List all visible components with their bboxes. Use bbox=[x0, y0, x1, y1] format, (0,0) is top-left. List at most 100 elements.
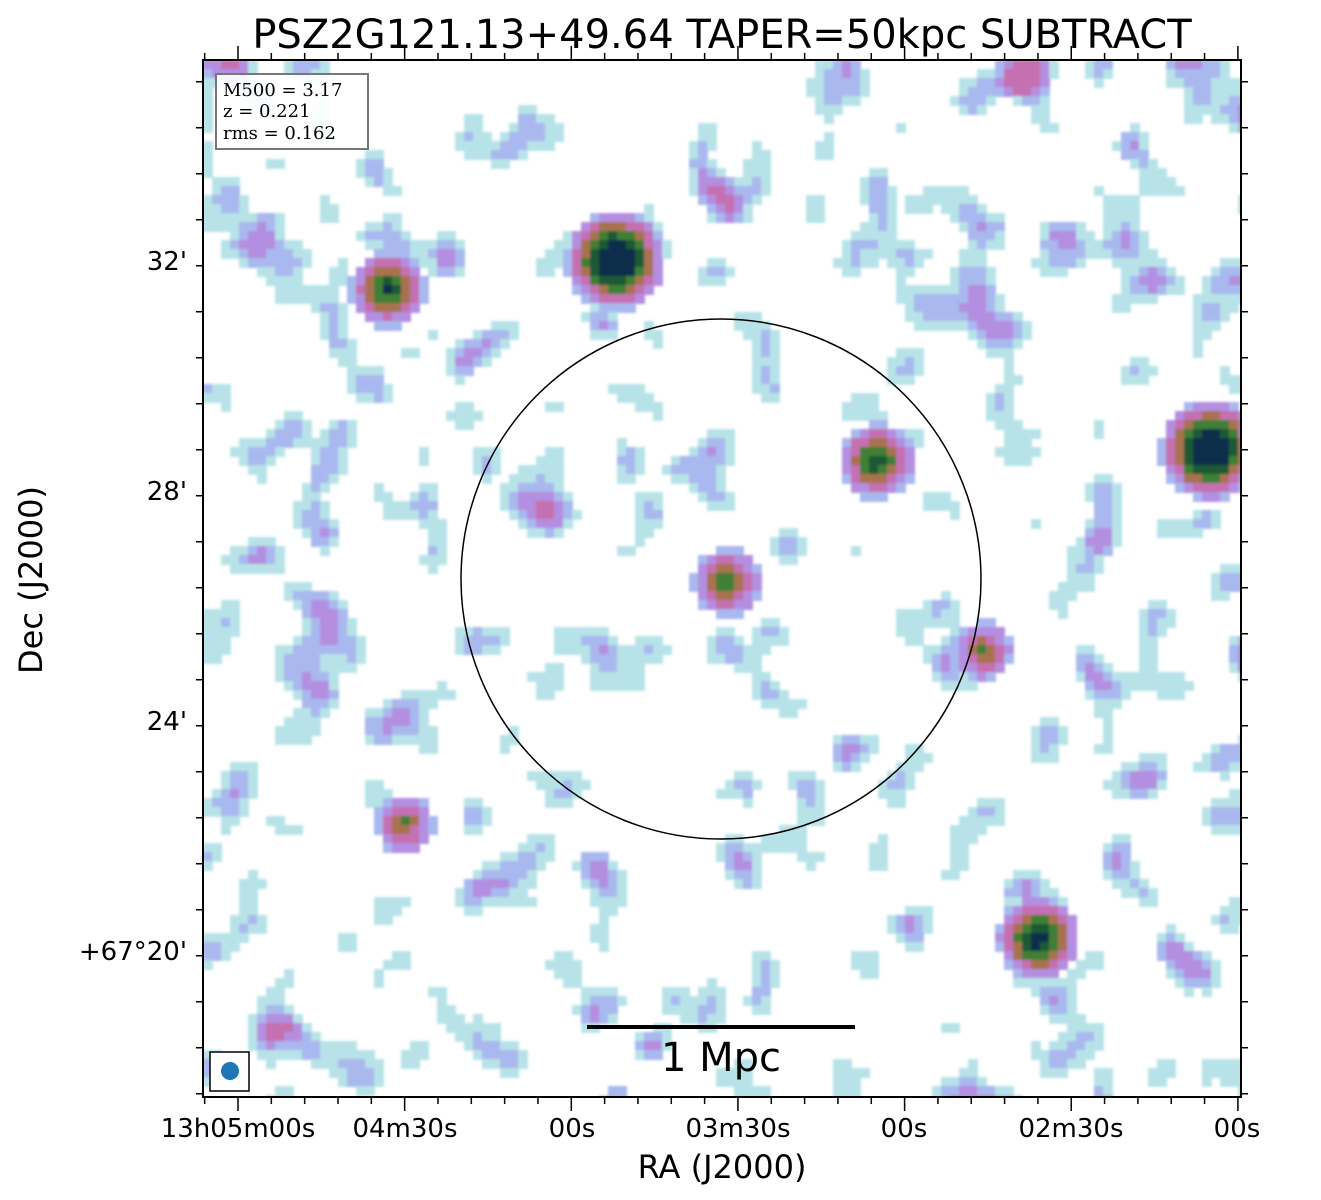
emission-pixel bbox=[986, 348, 996, 358]
emission-pixel bbox=[941, 204, 951, 214]
emission-pixel bbox=[833, 78, 843, 88]
emission-pixel bbox=[1085, 231, 1095, 241]
emission-pixel bbox=[203, 78, 213, 88]
emission-pixel bbox=[887, 438, 897, 448]
emission-pixel bbox=[1211, 78, 1221, 88]
emission-pixel bbox=[1058, 582, 1068, 592]
emission-pixel bbox=[509, 861, 519, 871]
emission-pixel bbox=[1031, 429, 1041, 439]
emission-pixel bbox=[491, 348, 501, 358]
emission-pixel bbox=[410, 798, 420, 808]
emission-pixel bbox=[608, 384, 618, 394]
emission-pixel bbox=[1175, 519, 1185, 529]
emission-pixel bbox=[770, 690, 780, 700]
emission-pixel bbox=[860, 195, 870, 205]
emission-pixel bbox=[284, 735, 294, 745]
emission-pixel bbox=[536, 681, 546, 691]
emission-pixel bbox=[320, 438, 330, 448]
emission-pixel bbox=[599, 672, 609, 682]
emission-pixel bbox=[302, 609, 312, 619]
emission-pixel bbox=[320, 636, 330, 646]
emission-pixel bbox=[734, 879, 744, 889]
emission-pixel bbox=[428, 987, 438, 997]
emission-pixel bbox=[1094, 186, 1104, 196]
emission-pixel bbox=[374, 483, 384, 493]
emission-pixel bbox=[905, 942, 915, 952]
emission-pixel bbox=[392, 276, 402, 286]
emission-pixel bbox=[671, 1005, 681, 1015]
emission-pixel bbox=[1022, 87, 1032, 97]
emission-pixel bbox=[977, 96, 987, 106]
emission-pixel bbox=[1040, 78, 1050, 88]
emission-pixel bbox=[455, 339, 465, 349]
emission-pixel bbox=[248, 870, 258, 880]
emission-pixel bbox=[752, 879, 762, 889]
emission-pixel bbox=[698, 564, 708, 574]
emission-pixel bbox=[635, 1050, 645, 1060]
emission-pixel bbox=[509, 150, 519, 160]
emission-pixel bbox=[572, 231, 582, 241]
emission-pixel bbox=[311, 699, 321, 709]
emission-pixel bbox=[1040, 735, 1050, 745]
emission-pixel bbox=[554, 258, 564, 268]
emission-pixel bbox=[1076, 969, 1086, 979]
emission-pixel bbox=[383, 294, 393, 304]
emission-pixel bbox=[563, 258, 573, 268]
emission-pixel bbox=[491, 330, 501, 340]
emission-pixel bbox=[617, 213, 627, 223]
emission-pixel bbox=[977, 222, 987, 232]
emission-pixel bbox=[1067, 258, 1077, 268]
emission-pixel bbox=[1094, 951, 1104, 961]
emission-pixel bbox=[257, 1050, 267, 1060]
emission-pixel bbox=[320, 294, 330, 304]
emission-pixel bbox=[977, 672, 987, 682]
emission-pixel bbox=[842, 60, 852, 70]
emission-pixel bbox=[464, 114, 474, 124]
emission-pixel bbox=[374, 717, 384, 727]
emission-pixel bbox=[275, 222, 285, 232]
emission-pixel bbox=[1238, 204, 1241, 214]
emission-pixel bbox=[275, 429, 285, 439]
emission-pixel bbox=[1211, 492, 1221, 502]
emission-pixel bbox=[1193, 87, 1203, 97]
emission-pixel bbox=[410, 1050, 420, 1060]
emission-pixel bbox=[932, 312, 942, 322]
emission-pixel bbox=[1193, 348, 1203, 358]
emission-pixel bbox=[302, 483, 312, 493]
emission-pixel bbox=[1049, 249, 1059, 259]
emission-pixel bbox=[527, 123, 537, 133]
emission-pixel bbox=[1031, 933, 1041, 943]
emission-pixel bbox=[392, 897, 402, 907]
emission-pixel bbox=[752, 159, 762, 169]
emission-pixel bbox=[1040, 753, 1050, 763]
emission-pixel bbox=[338, 339, 348, 349]
emission-pixel bbox=[455, 375, 465, 385]
emission-pixel bbox=[1121, 195, 1131, 205]
emission-pixel bbox=[1094, 690, 1104, 700]
emission-pixel bbox=[374, 231, 384, 241]
emission-pixel bbox=[473, 114, 483, 124]
emission-pixel bbox=[1202, 312, 1212, 322]
emission-pixel bbox=[266, 537, 276, 547]
emission-pixel bbox=[887, 222, 897, 232]
emission-pixel bbox=[293, 690, 303, 700]
emission-pixel bbox=[518, 492, 528, 502]
emission-pixel bbox=[347, 942, 357, 952]
emission-pixel bbox=[1004, 60, 1014, 70]
emission-pixel bbox=[1094, 69, 1104, 79]
emission-pixel bbox=[1184, 438, 1194, 448]
emission-pixel bbox=[509, 897, 519, 907]
emission-pixel bbox=[401, 735, 411, 745]
emission-pixel bbox=[410, 1041, 420, 1051]
emission-pixel bbox=[1112, 222, 1122, 232]
emission-pixel bbox=[815, 789, 825, 799]
emission-pixel bbox=[1085, 60, 1095, 70]
emission-pixel bbox=[1211, 69, 1221, 79]
emission-pixel bbox=[716, 186, 726, 196]
emission-pixel bbox=[1184, 681, 1194, 691]
emission-pixel bbox=[410, 501, 420, 511]
emission-pixel bbox=[1220, 96, 1230, 106]
emission-pixel bbox=[1013, 915, 1023, 925]
emission-pixel bbox=[203, 636, 213, 646]
